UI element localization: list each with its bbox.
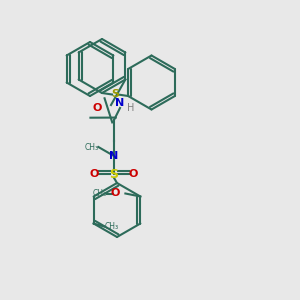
Text: O: O [90, 169, 99, 179]
Text: H: H [127, 103, 134, 113]
Text: CH₃: CH₃ [84, 142, 99, 152]
Text: O: O [111, 188, 120, 199]
Text: CH₃: CH₃ [105, 222, 119, 231]
Text: O: O [129, 169, 138, 179]
Text: N: N [110, 151, 118, 161]
Text: O: O [93, 103, 102, 113]
Text: S: S [110, 167, 118, 181]
Text: CH₃: CH₃ [93, 189, 107, 198]
Text: S: S [111, 89, 119, 100]
Text: N: N [116, 98, 124, 109]
